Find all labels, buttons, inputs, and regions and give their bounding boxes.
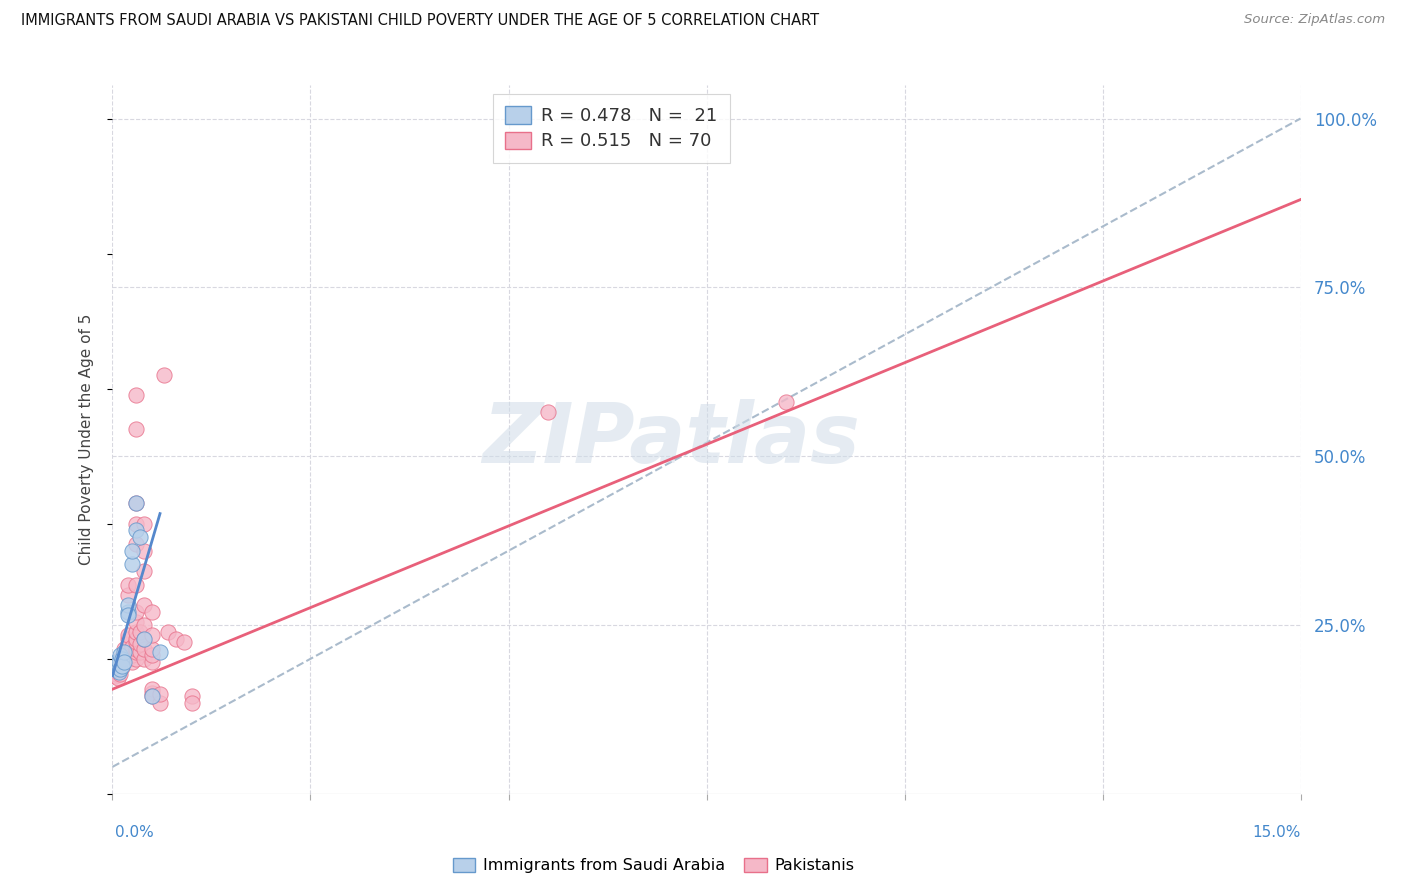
Point [125,388,148,402]
Point [775,395,797,409]
Point [125,615,148,629]
Point [125,537,148,551]
Point [156,624,179,639]
Point [134,516,156,531]
Point [141,628,163,642]
Point [141,648,163,663]
Point [105,662,128,676]
Point [165,632,187,646]
Text: 15.0%: 15.0% [1253,825,1301,840]
Point [149,645,172,659]
Point [125,577,148,591]
Point [117,645,139,659]
Point [134,641,156,656]
Point [153,368,176,383]
Point [110,652,132,666]
Point [125,524,148,538]
Point [125,422,148,436]
Point [129,645,152,659]
Point [125,641,148,656]
Point [112,641,135,656]
Point [141,641,163,656]
Point [134,564,156,578]
Point [112,648,135,663]
Text: 0.0%: 0.0% [115,825,155,840]
Point [141,682,163,697]
Point [105,665,128,680]
Point [117,577,139,591]
Point [141,689,163,703]
Point [121,543,143,558]
Y-axis label: Child Poverty Under the Age of 5: Child Poverty Under the Age of 5 [79,314,94,565]
Point [149,696,172,710]
Point [125,496,148,510]
Point [121,648,143,663]
Point [112,645,135,659]
Point [117,598,139,612]
Point [117,628,139,642]
Point [117,607,139,622]
Point [141,689,163,703]
Point [110,662,132,676]
Point [111,652,134,666]
Point [117,637,139,651]
Point [121,655,143,669]
Legend: R = 0.478   N =  21, R = 0.515   N = 70: R = 0.478 N = 21, R = 0.515 N = 70 [492,94,730,163]
Point [134,632,156,646]
Point [125,645,148,659]
Point [112,655,135,669]
Point [173,635,195,649]
Point [111,658,134,673]
Point [141,685,163,699]
Point [129,530,152,544]
Point [125,652,148,666]
Point [134,632,156,646]
Legend: Immigrants from Saudi Arabia, Pakistanis: Immigrants from Saudi Arabia, Pakistanis [447,851,860,880]
Text: ZIPatlas: ZIPatlas [482,399,860,480]
Point [537,405,560,419]
Point [125,635,148,649]
Point [110,648,132,663]
Point [121,640,143,654]
Point [112,655,135,669]
Point [108,655,131,669]
Point [141,605,163,619]
Point [180,689,202,703]
Point [125,496,148,510]
Point [117,652,139,666]
Point [103,665,125,680]
Point [141,655,163,669]
Point [129,624,152,639]
Point [111,655,134,669]
Point [134,652,156,666]
Point [125,624,148,639]
Point [125,632,148,646]
Point [117,632,139,646]
Point [134,598,156,612]
Point [105,666,128,681]
Point [108,663,131,677]
Point [134,618,156,632]
Point [125,605,148,619]
Point [108,665,131,680]
Point [121,558,143,572]
Point [117,605,139,619]
Point [110,657,132,671]
Point [134,543,156,558]
Text: IMMIGRANTS FROM SAUDI ARABIA VS PAKISTANI CHILD POVERTY UNDER THE AGE OF 5 CORRE: IMMIGRANTS FROM SAUDI ARABIA VS PAKISTAN… [21,13,820,29]
Point [129,637,152,651]
Point [180,696,202,710]
Point [104,662,127,676]
Point [117,641,139,656]
Point [111,660,134,674]
Point [149,687,172,701]
Point [105,655,128,669]
Point [107,671,129,685]
Point [110,662,132,676]
Point [108,667,131,681]
Point [125,516,148,531]
Point [104,669,127,683]
Text: Source: ZipAtlas.com: Source: ZipAtlas.com [1244,13,1385,27]
Point [117,588,139,602]
